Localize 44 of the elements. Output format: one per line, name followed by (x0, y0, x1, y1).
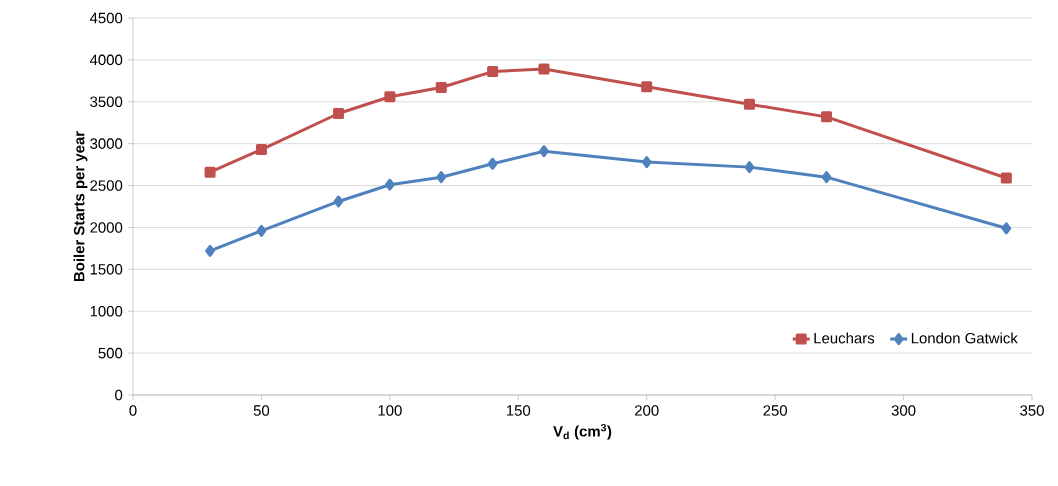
x-tick-label: 250 (763, 405, 788, 416)
point (256, 224, 267, 237)
point (641, 81, 653, 93)
point (435, 82, 447, 94)
point (1001, 222, 1012, 235)
y-tick-label: 1500 (90, 264, 123, 275)
point (539, 145, 549, 158)
point (641, 156, 652, 169)
point (487, 157, 498, 170)
point (332, 108, 344, 119)
point (384, 178, 395, 191)
legend-label: Leuchars (814, 332, 875, 344)
point (333, 195, 344, 208)
point (744, 161, 755, 174)
y-tick-label: 4000 (89, 54, 123, 66)
point (743, 98, 755, 110)
x-tick-label: 350 (1020, 405, 1044, 416)
x-tick-label: 100 (378, 405, 402, 416)
y-tick-label: 500 (98, 347, 123, 359)
point (487, 66, 499, 78)
y-tick-label: 2500 (90, 180, 123, 191)
x-tick-label: 0 (129, 405, 137, 416)
y-tick-label: 3500 (90, 96, 123, 108)
x-tick-label: 200 (635, 405, 659, 416)
point (821, 111, 833, 123)
point (1000, 172, 1012, 184)
x-tick-label: 150 (506, 405, 531, 416)
y-tick-label: 2000 (90, 222, 123, 233)
point (436, 171, 447, 184)
y-tick-label: 3000 (90, 138, 123, 149)
point (538, 63, 550, 75)
point (205, 244, 215, 257)
legend-label: London Gatwick (911, 332, 1018, 344)
point (255, 144, 267, 156)
x-tick-label: 50 (253, 405, 270, 416)
point (204, 166, 216, 178)
point (821, 171, 832, 184)
y-tick-label: 4500 (89, 12, 123, 24)
y-axis-title: Boiler Starts per year (73, 131, 88, 282)
x-axis-title: V$_{d}$ (cm$^{3}$) (553, 423, 612, 440)
y-tick-label: 0 (115, 389, 123, 401)
y-tick-label: 1000 (90, 305, 123, 317)
point (384, 91, 396, 103)
x-tick-label: 300 (891, 405, 916, 416)
